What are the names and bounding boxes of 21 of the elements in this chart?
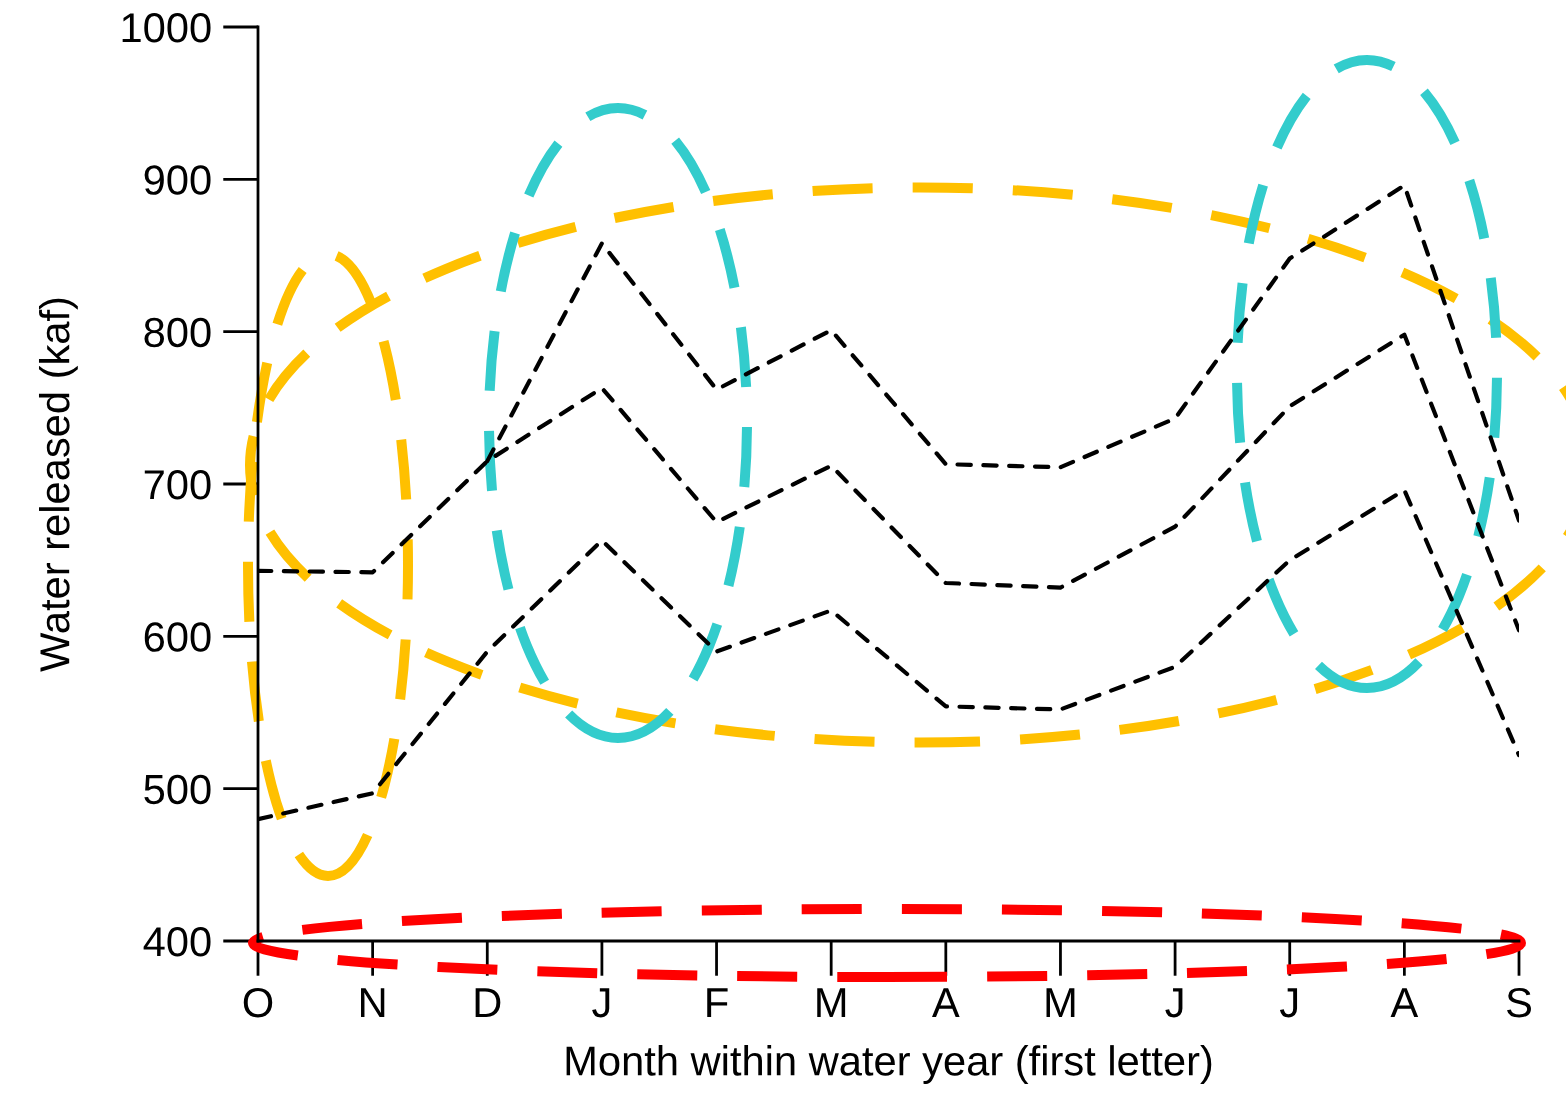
x-tick-label: A: [932, 988, 960, 1018]
x-tick-label: D: [475, 988, 501, 1018]
y-tick-label: 800: [144, 317, 211, 348]
y-tick-label: 600: [144, 622, 211, 652]
y-tick-label: 1000: [122, 13, 211, 43]
x-tick-label: J: [1165, 988, 1183, 1018]
x-tick-label: J: [592, 988, 610, 1018]
y-axis-title: Water released (kaf): [38, 298, 78, 672]
x-axis-title: Month within water year (first letter): [566, 1045, 1212, 1084]
y-tick-label: 900: [144, 165, 211, 195]
x-tick-label: M: [817, 988, 846, 1018]
x-tick-label: N: [361, 988, 385, 1018]
x-tick-label: S: [1507, 987, 1531, 1018]
y-tick-label: 500: [144, 774, 211, 805]
x-tick-label: J: [1279, 988, 1298, 1018]
x-tick-label: F: [707, 988, 728, 1018]
x-tick-label: O: [243, 987, 273, 1018]
y-tick-label: 400: [143, 927, 211, 957]
x-tick-label: M: [1046, 988, 1075, 1018]
x-tick-label: A: [1390, 988, 1419, 1018]
y-tick-label: 700: [144, 470, 211, 500]
